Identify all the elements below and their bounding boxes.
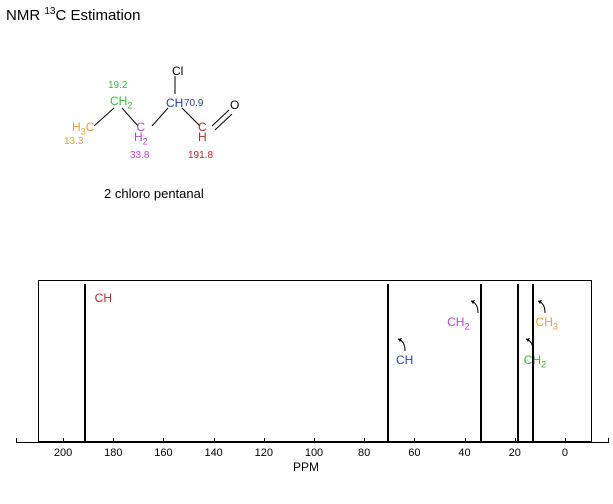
axis-tick-label: 100	[305, 447, 323, 459]
title-post: C Estimation	[55, 7, 140, 24]
peak-label-1: CH	[396, 353, 413, 367]
axis-tick	[515, 438, 516, 443]
axis-tick	[364, 438, 365, 443]
axis-tick-label: 80	[358, 447, 370, 459]
peak-4	[532, 284, 534, 441]
axis-tick-label: 60	[408, 447, 420, 459]
molecule-diagram: H3CCH2CH2CHClCHO 13.319.233.870.9191.8	[72, 56, 272, 196]
axis-tick-label: 40	[458, 447, 470, 459]
peak-label-0: CH	[95, 291, 112, 305]
peak-label-3: CH2	[524, 353, 546, 369]
atom-gch2: CH2	[110, 94, 132, 110]
axis-tick-label: 180	[104, 447, 122, 459]
axis-tick	[465, 438, 466, 443]
axis-title: PPM	[293, 460, 319, 474]
axis-tick-label: 20	[509, 447, 521, 459]
axis-tick	[214, 438, 215, 443]
axis-tick	[565, 438, 566, 443]
axis-tick	[264, 438, 265, 443]
shift-s_cho: 191.8	[188, 150, 213, 161]
peak-2	[480, 284, 482, 441]
peak-label-2: CH2	[447, 315, 469, 331]
title-sup: 13	[44, 6, 55, 17]
atom-mch2: CH2	[134, 122, 148, 146]
axis-tick	[314, 438, 315, 443]
atom-ch3: H3C	[72, 120, 94, 136]
axis-tick-label: 140	[204, 447, 222, 459]
atom-chb: CH	[166, 96, 183, 110]
axis-line	[16, 442, 608, 443]
atom-cho: CH	[198, 122, 207, 142]
page-title: NMR 13C Estimation	[6, 6, 140, 24]
shift-s_ch3: 13.3	[64, 136, 83, 147]
peak-arrow-2	[467, 297, 481, 315]
shift-s_mch2: 33.8	[130, 150, 149, 161]
peak-3	[517, 284, 519, 441]
peak-arrow-3	[522, 335, 536, 353]
shift-s_chb: 70.9	[184, 98, 203, 109]
axis-tick-label: 160	[154, 447, 172, 459]
spectrum-box: CH CH CH2 CH2 CH3	[38, 280, 592, 442]
title-pre: NMR	[6, 7, 44, 24]
spectrum: CHCHCH2CH2CH3 20018016014012010080604020…	[16, 280, 596, 475]
peak-1	[387, 284, 389, 441]
peak-arrow-4	[534, 297, 548, 315]
atom-cl: Cl	[172, 64, 183, 78]
peak-0	[84, 284, 86, 441]
axis-tick	[163, 438, 164, 443]
peak-label-4: CH3	[536, 315, 558, 331]
axis-tick	[63, 438, 64, 443]
axis-tick-label: 0	[562, 447, 568, 459]
peak-arrow-1	[394, 335, 408, 353]
shift-s_gch2: 19.2	[108, 80, 127, 91]
axis-tick	[113, 438, 114, 443]
axis-tick-label: 200	[54, 447, 72, 459]
axis-tick-label: 120	[255, 447, 273, 459]
axis-tick	[414, 438, 415, 443]
molecule-caption: 2 chloro pentanal	[104, 186, 204, 201]
atom-o: O	[230, 98, 239, 112]
